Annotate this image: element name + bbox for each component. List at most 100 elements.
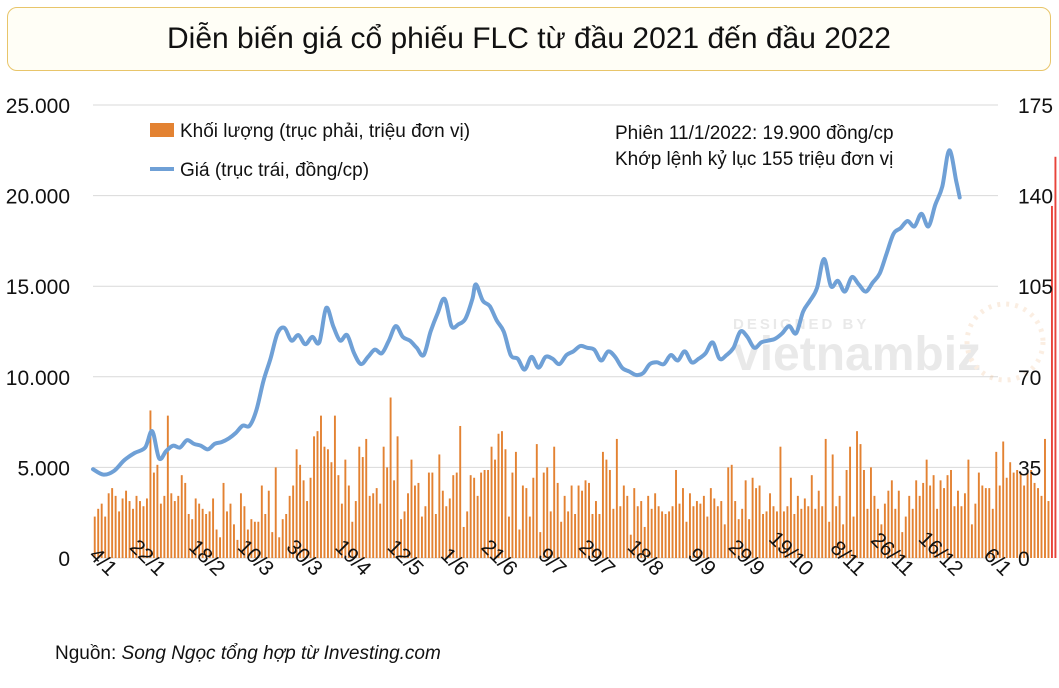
volume-bar bbox=[469, 475, 472, 558]
volume-bar bbox=[831, 454, 834, 558]
volume-bar bbox=[744, 480, 747, 558]
volume-bar bbox=[532, 477, 535, 558]
volume-bar bbox=[542, 472, 545, 558]
volume-bar bbox=[1030, 469, 1033, 558]
legend-bar-label: Khối lượng (trục phải, triệu đơn vị) bbox=[180, 121, 470, 142]
volume-bars bbox=[93, 156, 1057, 558]
volume-bar bbox=[615, 438, 618, 558]
y-left-tick-label: 5.000 bbox=[17, 457, 70, 480]
volume-bar bbox=[288, 495, 291, 558]
volume-bar bbox=[253, 521, 256, 558]
volume-bar bbox=[702, 495, 705, 558]
volume-bar bbox=[372, 493, 375, 558]
volume-bar bbox=[925, 459, 928, 558]
volume-bar bbox=[393, 480, 396, 558]
volume-bar bbox=[803, 498, 806, 558]
y-left-tick-label: 15.000 bbox=[6, 276, 70, 299]
volume-bar bbox=[918, 495, 921, 558]
volume-bar bbox=[518, 529, 521, 558]
volume-bar bbox=[682, 488, 684, 558]
volume-bar bbox=[205, 513, 208, 558]
y-right-tick-label: 105 bbox=[1018, 276, 1053, 299]
volume-bar bbox=[1044, 438, 1046, 558]
volume-bar bbox=[629, 534, 632, 558]
volume-bar bbox=[226, 511, 228, 558]
volume-bar bbox=[720, 501, 723, 558]
volume-bar bbox=[970, 524, 973, 558]
volume-bar bbox=[835, 506, 838, 558]
volume-bar bbox=[483, 469, 486, 558]
volume-bar bbox=[560, 521, 563, 558]
volume-bar bbox=[946, 475, 949, 558]
volume-bar bbox=[737, 519, 740, 558]
watermark-brand: vietnambiz bbox=[733, 328, 981, 381]
volume-bar bbox=[400, 519, 402, 558]
volume-bar bbox=[295, 449, 298, 558]
volume-bar bbox=[901, 532, 904, 558]
volume-bar bbox=[267, 490, 270, 558]
volume-bar bbox=[824, 438, 827, 558]
volume-bar bbox=[424, 506, 427, 558]
volume-bar bbox=[302, 480, 305, 558]
volume-bar bbox=[762, 513, 764, 558]
volume-bar bbox=[1016, 469, 1019, 558]
title-box: Diễn biến giá cổ phiếu FLC từ đầu 2021 đ… bbox=[7, 7, 1051, 71]
volume-bar bbox=[97, 508, 100, 558]
watermark-sun-icon bbox=[964, 301, 1046, 383]
volume-bar bbox=[922, 482, 925, 558]
volume-bar bbox=[810, 475, 813, 558]
volume-bar bbox=[807, 506, 810, 558]
volume-bar bbox=[396, 436, 399, 558]
volume-bar bbox=[233, 524, 235, 558]
volume-bar bbox=[612, 508, 615, 558]
volume-bar bbox=[821, 506, 824, 558]
volume-bar bbox=[786, 506, 789, 558]
volume-bar bbox=[212, 498, 215, 558]
volume-bar bbox=[657, 506, 660, 558]
volume-bar bbox=[497, 433, 500, 558]
volume-bar bbox=[584, 480, 587, 558]
volume-bar bbox=[194, 498, 197, 558]
volume-bar bbox=[849, 446, 852, 558]
volume-bar bbox=[274, 467, 277, 558]
volume-bar bbox=[883, 503, 886, 558]
volume-bar bbox=[386, 467, 389, 558]
volume-bar bbox=[664, 513, 667, 558]
volume-bar bbox=[379, 503, 382, 558]
volume-bar bbox=[111, 488, 114, 558]
volume-bar bbox=[991, 508, 994, 558]
x-tick-label: 21/6 bbox=[477, 535, 522, 580]
volume-bar bbox=[1026, 472, 1029, 558]
volume-bar bbox=[198, 503, 201, 558]
volume-bar bbox=[427, 472, 430, 558]
volume-bar bbox=[434, 513, 437, 558]
source-prefix: Nguồn: bbox=[55, 643, 122, 664]
volume-bar bbox=[320, 415, 322, 558]
volume-bar bbox=[107, 493, 110, 558]
volume-bar bbox=[650, 508, 653, 558]
volume-bar bbox=[567, 511, 570, 558]
volume-bar bbox=[789, 477, 792, 558]
volume-bar bbox=[563, 495, 566, 558]
volume-bar bbox=[344, 459, 347, 558]
volume-bar bbox=[313, 436, 315, 558]
volume-bar bbox=[166, 415, 169, 558]
volume-bar bbox=[539, 532, 542, 558]
volume-bar bbox=[414, 485, 416, 558]
volume-bar bbox=[751, 477, 754, 558]
volume-bar bbox=[779, 446, 782, 558]
volume-bar bbox=[782, 511, 785, 558]
volume-bar bbox=[908, 495, 911, 558]
volume-bar bbox=[636, 506, 639, 558]
source-note: Nguồn: Song Ngọc tổng hợp từ Investing.c… bbox=[55, 643, 441, 665]
volume-bar bbox=[1002, 441, 1005, 558]
volume-bar bbox=[473, 477, 476, 558]
volume-bar bbox=[769, 493, 771, 558]
volume-bar bbox=[145, 498, 148, 558]
volume-bar bbox=[727, 467, 730, 558]
volume-bar bbox=[995, 451, 998, 558]
annotation-line-2: Khớp lệnh kỷ lục 155 triệu đơn vị bbox=[615, 149, 893, 170]
volume-bar bbox=[765, 511, 768, 558]
volume-bar bbox=[1023, 485, 1026, 558]
y-left-tick-label: 25.000 bbox=[6, 95, 70, 118]
